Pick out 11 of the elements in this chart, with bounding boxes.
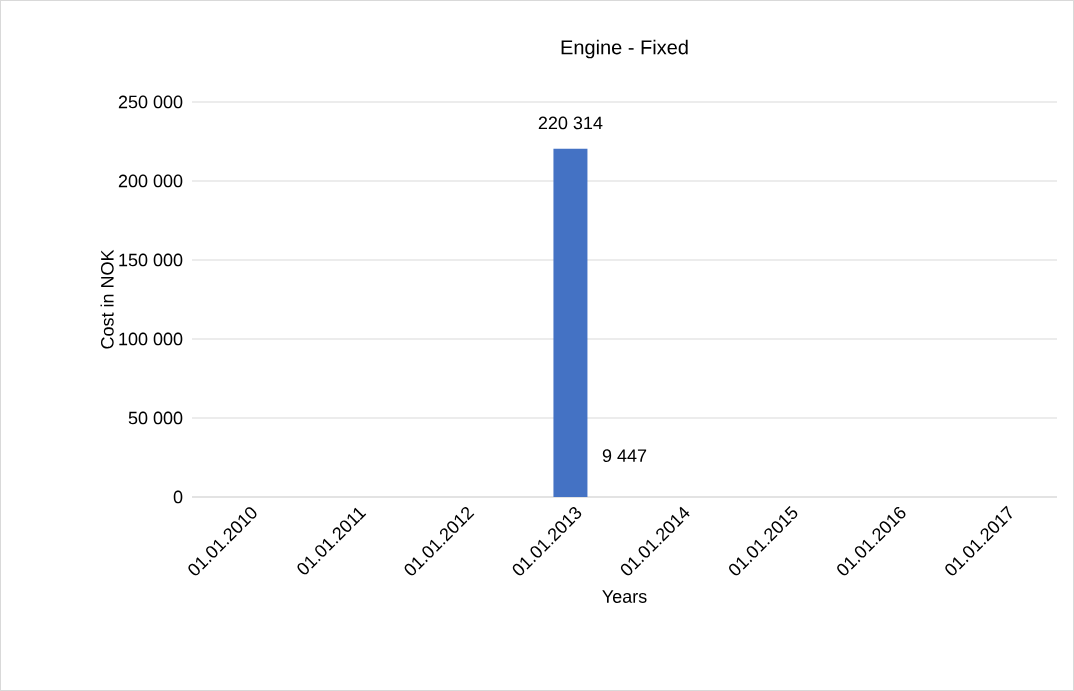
y-tick-label: 200 000 [118, 174, 183, 188]
y-axis-title: Cost in NOK [100, 249, 114, 349]
y-tick-label: 250 000 [118, 95, 183, 109]
y-tick-label: 150 000 [119, 253, 183, 267]
y-tick-label: 50 000 [128, 411, 183, 425]
annotation: 9 447 [602, 449, 647, 463]
data-label: 220 314 [538, 116, 603, 130]
x-axis-title: Years [602, 590, 647, 603]
y-tick-label: 0 [173, 490, 183, 504]
y-tick-label: 100 000 [119, 332, 183, 346]
chart-title: Engine - Fixed [561, 39, 688, 59]
